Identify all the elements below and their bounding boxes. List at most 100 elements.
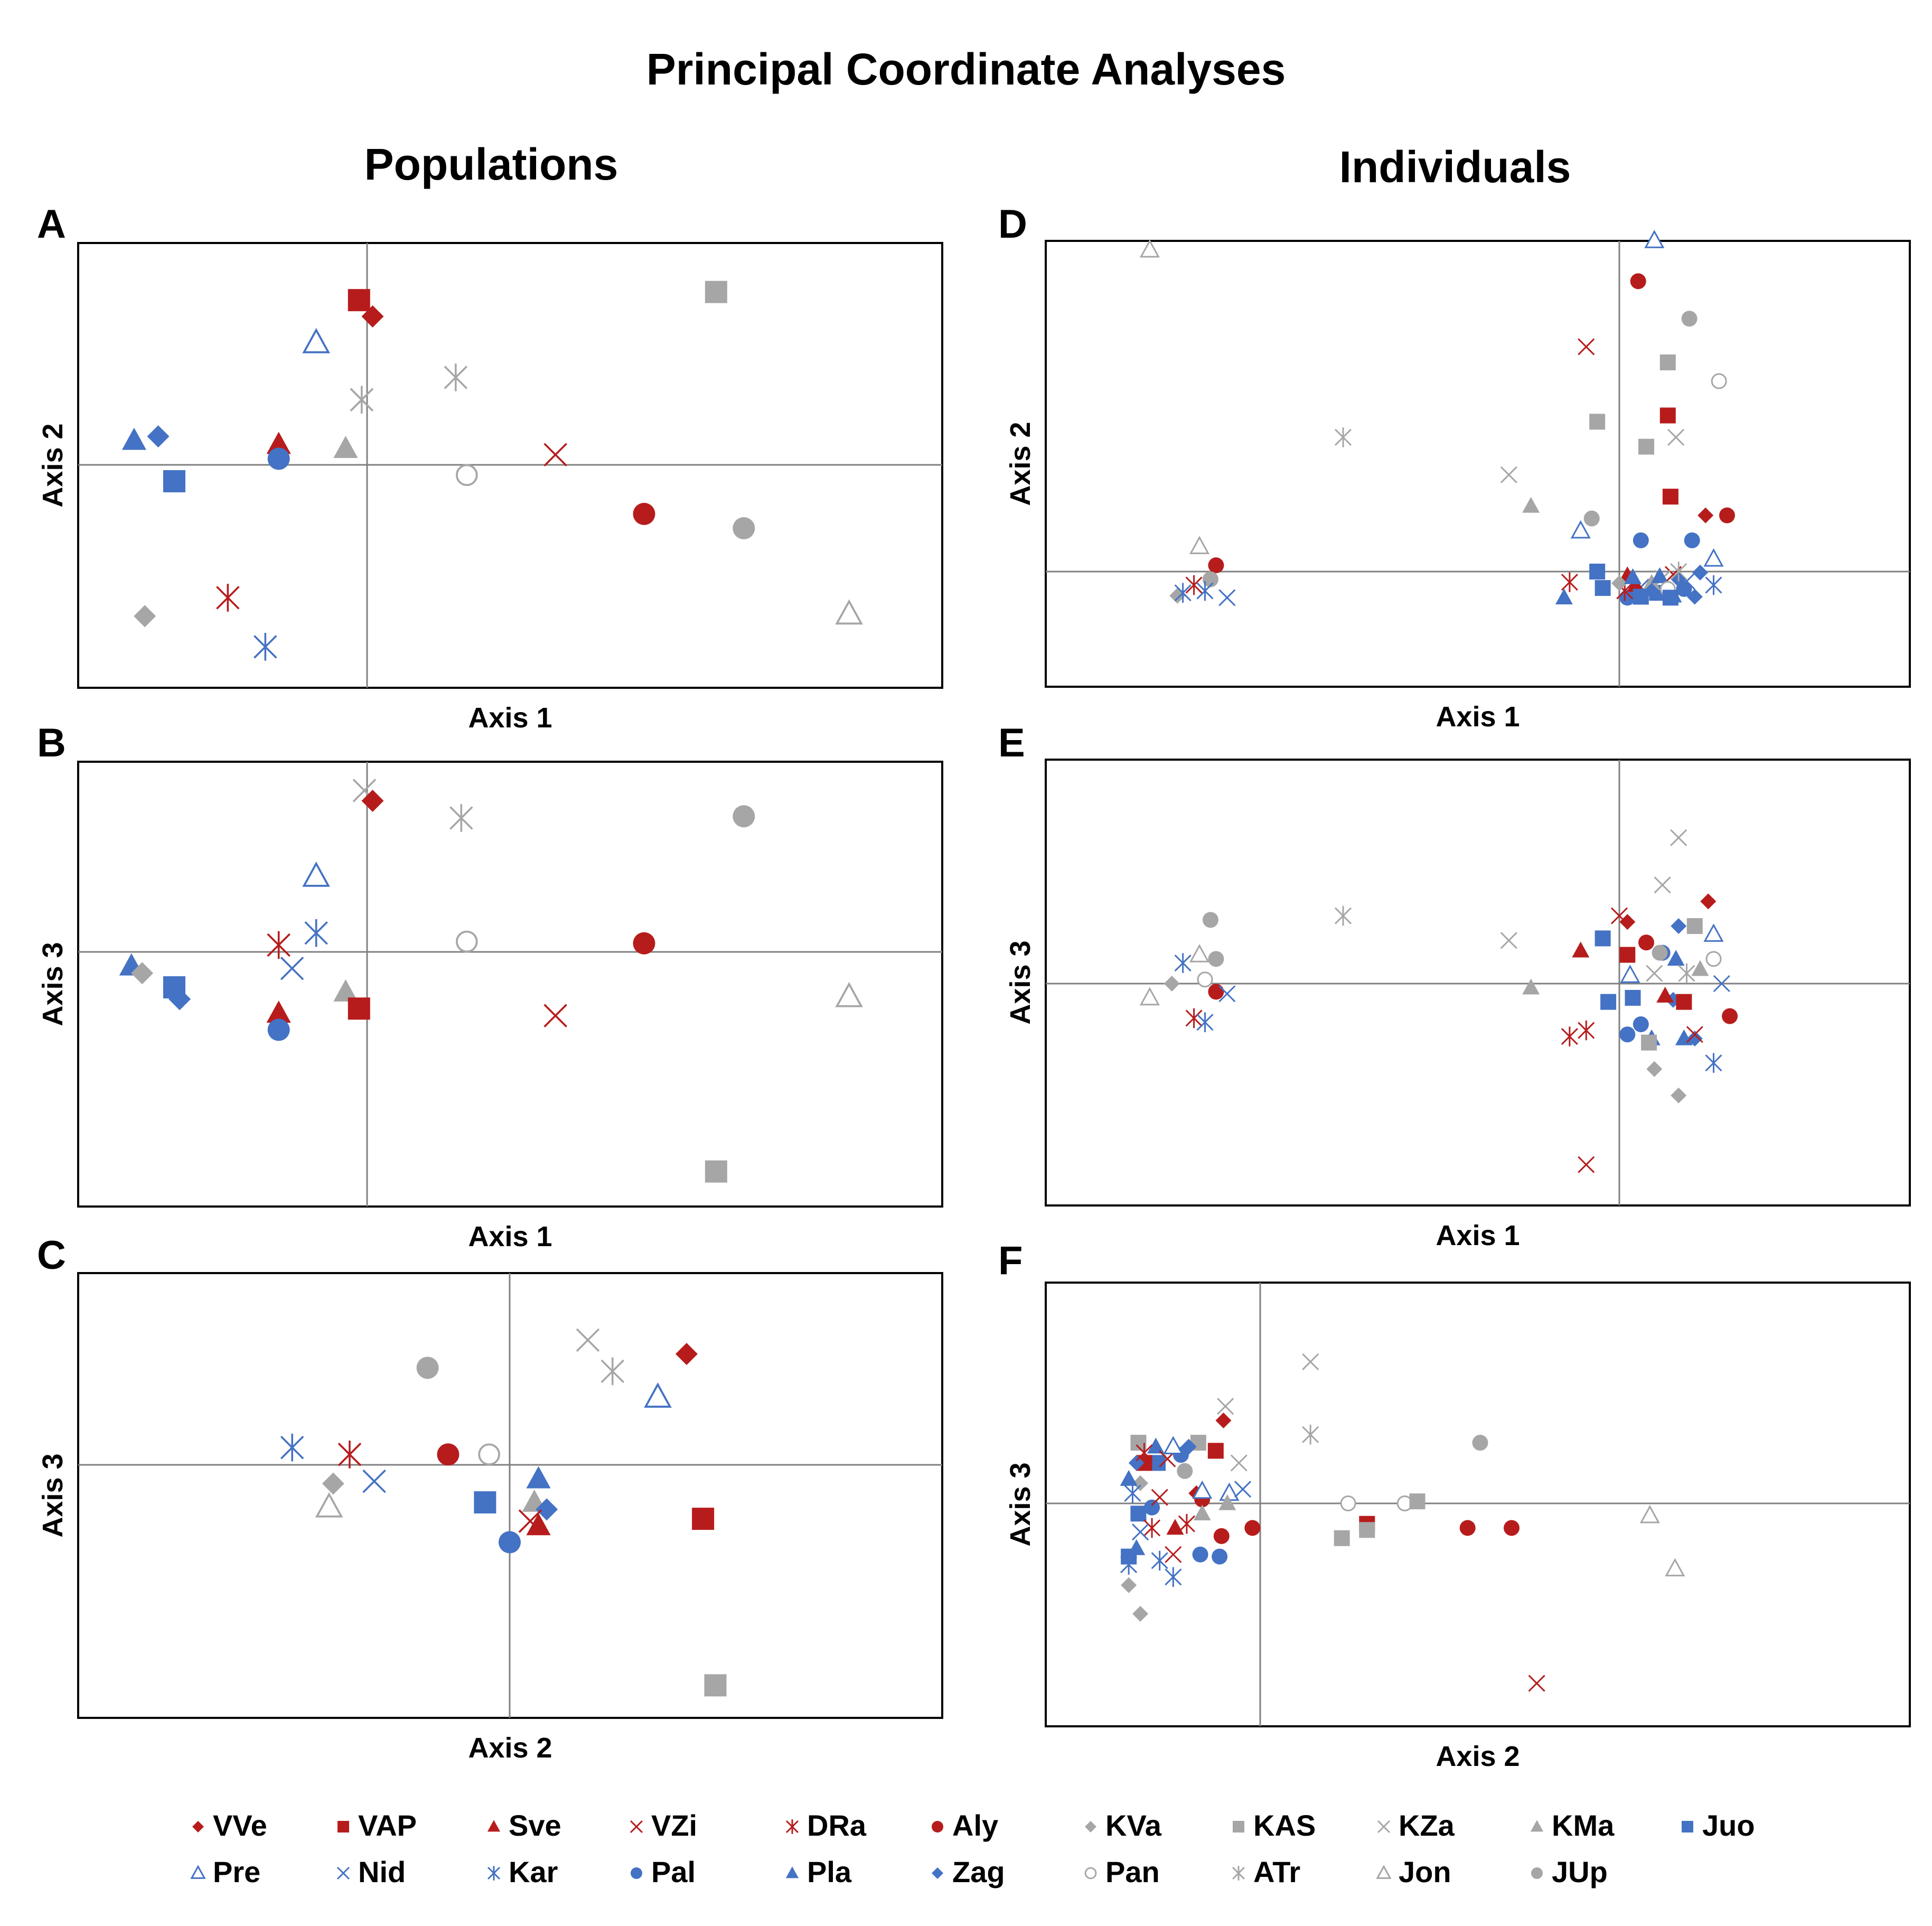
legend-label: Jon <box>1399 1855 1451 1888</box>
data-point-vap <box>348 289 370 312</box>
data-point-kar <box>1151 1550 1168 1571</box>
x-axis-label: Axis 1 <box>1436 701 1520 733</box>
data-point-pre <box>1570 520 1591 539</box>
legend-label: DRa <box>807 1809 867 1842</box>
data-point-kas <box>705 281 727 303</box>
data-point-vzi <box>1578 1156 1595 1173</box>
legend-marker-icon <box>192 1821 204 1832</box>
data-point-pre <box>1620 965 1640 983</box>
data-point-zag <box>147 425 170 448</box>
legend-item-kva: KVa <box>1085 1809 1162 1842</box>
legend-item-kma: KMa <box>1530 1809 1615 1842</box>
data-point-kar <box>1124 1483 1141 1503</box>
data-point-pla <box>1624 568 1642 584</box>
data-point-vzi <box>518 1509 542 1533</box>
data-point-aly <box>1504 1520 1520 1536</box>
data-point-kma <box>333 436 358 459</box>
data-point-kas <box>1409 1493 1425 1510</box>
data-point-kas <box>1589 414 1606 430</box>
data-point-kva <box>1671 1087 1687 1104</box>
legend-label: Aly <box>952 1809 998 1842</box>
legend-marker-icon <box>1377 1820 1391 1834</box>
data-point-jon <box>1189 536 1210 554</box>
data-point-dra <box>1185 1008 1203 1029</box>
data-point-sve <box>1572 941 1590 958</box>
data-point-juo <box>1595 930 1611 947</box>
legend-item-sve: Sve <box>487 1809 561 1842</box>
data-point-kza <box>1500 932 1517 949</box>
legend-marker-icon <box>1233 1821 1244 1832</box>
legend-item-aly: Aly <box>932 1809 998 1842</box>
panel-d: D Axis 1 Axis 2 <box>998 202 1911 733</box>
data-point-nid <box>1678 573 1695 590</box>
data-point-aly <box>1630 273 1646 289</box>
plot-frame <box>1045 759 1911 1207</box>
data-point-vzi <box>543 1004 567 1027</box>
data-point-jon <box>1665 1558 1685 1577</box>
legend-item-kar: Kar <box>487 1855 558 1888</box>
data-point-juo <box>1589 564 1606 579</box>
y-axis-label: Axis 3 <box>37 1453 69 1537</box>
data-point-atr <box>601 1357 625 1386</box>
legend-item-jon: Jon <box>1376 1855 1451 1888</box>
data-point-vzi <box>1151 1489 1168 1506</box>
data-point-zag <box>1644 583 1660 599</box>
data-point-kma <box>333 979 358 1002</box>
legend-label: KZa <box>1399 1809 1455 1842</box>
legend-label: Juo <box>1702 1809 1755 1842</box>
legend-label: KMa <box>1552 1809 1615 1842</box>
data-point-pal <box>499 1531 521 1554</box>
legend-item-juo: Juo <box>1682 1809 1755 1842</box>
legend-item-pal: Pal <box>631 1855 696 1888</box>
data-point-vve <box>1619 914 1636 930</box>
data-point-jon <box>1139 239 1160 258</box>
data-point-dra <box>1178 1513 1195 1534</box>
data-point-aly <box>1208 984 1224 1000</box>
column-title-individuals: Individuals <box>1339 142 1571 192</box>
data-point-dra <box>216 584 240 612</box>
data-point-kza <box>1230 1454 1248 1472</box>
legend-marker-icon <box>337 1821 349 1832</box>
panel-letter: B <box>37 721 66 765</box>
data-point-vap <box>692 1508 715 1530</box>
data-point-vap <box>1662 489 1678 505</box>
y-axis-label: Axis 2 <box>1005 422 1036 506</box>
legend-label: Pre <box>213 1855 260 1888</box>
legend-marker-icon <box>1085 1821 1096 1832</box>
data-point-kma <box>1643 574 1661 590</box>
data-point-vzi <box>1528 1675 1545 1692</box>
data-point-vap <box>1207 1443 1224 1459</box>
data-point-kas <box>705 1160 727 1183</box>
data-point-atr <box>1334 905 1352 926</box>
data-point-nid <box>1132 1523 1149 1541</box>
panel-letter: E <box>998 721 1025 765</box>
data-point-kva <box>1121 1577 1137 1593</box>
legend: VVe VAP Sve VZi DRa Aly KVa KAS KZa KMa Juo Pre Nid K… <box>190 1809 1755 1888</box>
data-point-vap <box>348 997 370 1020</box>
data-point-jup <box>1472 1435 1488 1451</box>
data-point-jon <box>315 1492 343 1518</box>
data-point-aly <box>633 932 655 955</box>
data-point-jup <box>416 1357 439 1379</box>
legend-label: VVe <box>213 1809 267 1842</box>
panel-letter: F <box>998 1238 1023 1283</box>
data-point-pan <box>1705 951 1722 967</box>
data-point-nid <box>1218 985 1236 1003</box>
legend-marker-icon <box>630 1820 643 1834</box>
data-point-dra <box>337 1441 362 1469</box>
data-point-pre <box>1163 1436 1184 1455</box>
data-point-jon <box>835 981 863 1007</box>
data-point-jon <box>1639 1504 1660 1523</box>
data-point-juo <box>1625 989 1641 1006</box>
plot-frame <box>1045 1282 1911 1727</box>
data-point-aly <box>1722 1008 1738 1024</box>
data-point-nid <box>1713 975 1730 993</box>
data-point-pla <box>1147 1437 1165 1454</box>
data-point-vve <box>675 1343 698 1366</box>
data-point-aly <box>437 1443 459 1466</box>
data-point-kar <box>1196 581 1214 601</box>
data-point-kar <box>1174 953 1192 973</box>
data-point-juo <box>1595 580 1611 596</box>
data-point-aly <box>1459 1520 1476 1536</box>
legend-marker-icon <box>1682 1821 1693 1832</box>
